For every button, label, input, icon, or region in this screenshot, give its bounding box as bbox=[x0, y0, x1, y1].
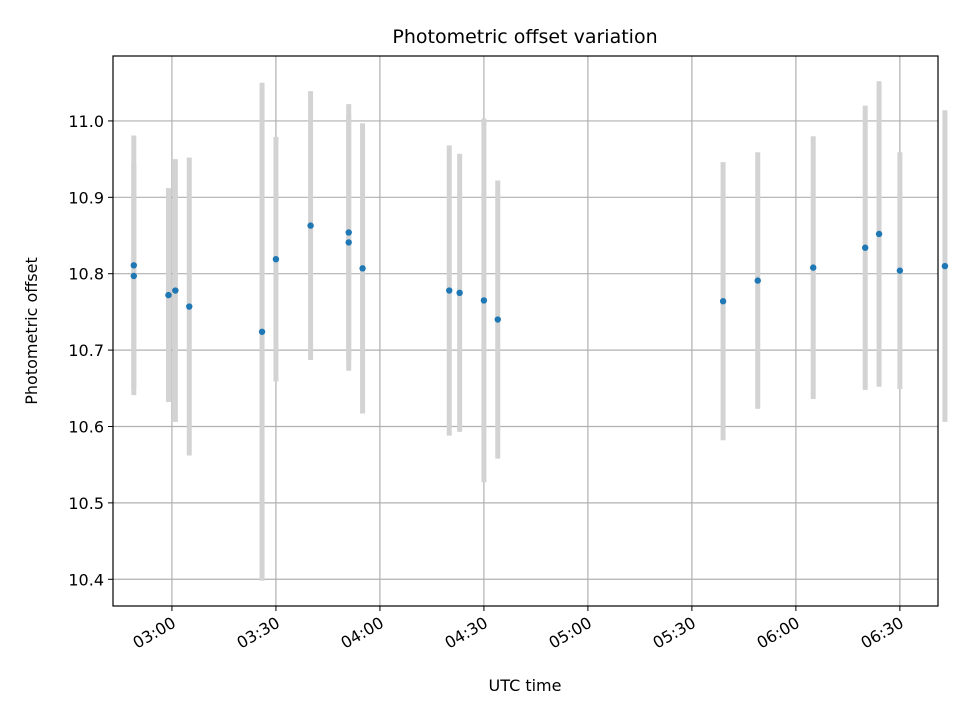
data-points bbox=[130, 222, 949, 335]
data-point bbox=[258, 328, 266, 335]
data-point bbox=[862, 244, 869, 251]
data-point bbox=[719, 298, 727, 305]
y-tick-label: 10.7 bbox=[68, 341, 104, 360]
data-point bbox=[130, 262, 137, 269]
data-point bbox=[941, 262, 949, 270]
data-point bbox=[446, 287, 453, 294]
data-point bbox=[130, 272, 137, 280]
y-tick-label: 10.5 bbox=[68, 494, 104, 513]
y-axis-label: Photometric offset bbox=[22, 257, 41, 405]
data-point bbox=[810, 264, 817, 271]
y-tick-label: 10.9 bbox=[68, 188, 104, 207]
data-point bbox=[172, 287, 179, 294]
y-axis: 10.4 10.5 10.6 10.7 10.8 10.9 11.0 bbox=[68, 112, 113, 589]
x-axis-label: UTC time bbox=[489, 676, 562, 695]
grid bbox=[113, 56, 938, 606]
data-point bbox=[345, 229, 352, 236]
y-tick-label: 10.8 bbox=[68, 265, 104, 284]
y-tick-label: 11.0 bbox=[68, 112, 104, 131]
data-point bbox=[359, 265, 366, 272]
y-tick-label: 10.6 bbox=[68, 417, 104, 436]
data-point bbox=[494, 316, 501, 323]
data-point bbox=[896, 267, 904, 274]
data-point bbox=[186, 303, 193, 310]
data-point bbox=[272, 255, 280, 263]
data-point bbox=[345, 239, 352, 246]
data-point bbox=[165, 291, 172, 299]
plot-frame bbox=[112, 55, 939, 607]
data-point bbox=[480, 297, 488, 304]
data-point bbox=[307, 222, 314, 229]
data-point bbox=[754, 277, 761, 284]
chart-title: Photometric offset variation bbox=[392, 26, 657, 48]
y-tick-label: 10.4 bbox=[68, 570, 104, 589]
data-point bbox=[456, 289, 463, 297]
data-point bbox=[875, 230, 883, 238]
